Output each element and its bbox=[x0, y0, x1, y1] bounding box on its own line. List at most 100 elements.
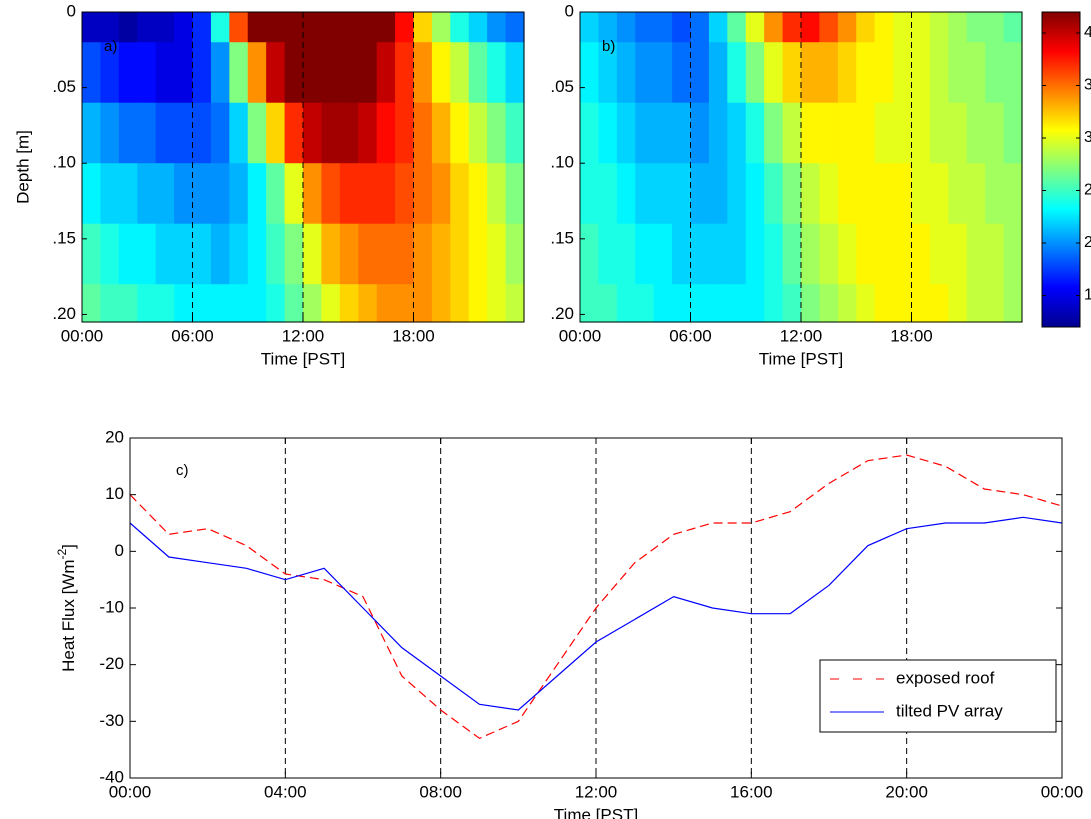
heat-cell bbox=[505, 42, 525, 104]
heat-cell bbox=[174, 163, 194, 225]
heat-cell bbox=[782, 42, 802, 104]
heat-cell bbox=[580, 12, 600, 43]
heat-cell bbox=[82, 284, 102, 323]
heat-cell bbox=[874, 163, 894, 225]
heat-cell bbox=[210, 102, 230, 164]
heat-cell bbox=[358, 223, 378, 285]
heat-cell bbox=[764, 223, 784, 285]
x-tick-label: 00:00 bbox=[559, 326, 602, 345]
heat-cell bbox=[137, 223, 157, 285]
heat-cell bbox=[358, 163, 378, 225]
heat-cell bbox=[487, 102, 507, 164]
heat-cell bbox=[413, 12, 433, 43]
heat-cell bbox=[321, 223, 341, 285]
heat-cell bbox=[450, 284, 470, 323]
heat-cell bbox=[874, 284, 894, 323]
heat-cell bbox=[303, 284, 323, 323]
heat-cell bbox=[395, 163, 415, 225]
heat-cell bbox=[339, 102, 359, 164]
heat-cell bbox=[598, 42, 618, 104]
heat-cell bbox=[210, 163, 230, 225]
y-tick-label: -10 bbox=[99, 597, 124, 616]
heat-cell bbox=[580, 284, 600, 323]
heat-cell bbox=[266, 163, 286, 225]
heat-cell bbox=[874, 102, 894, 164]
heat-cell bbox=[727, 163, 747, 225]
y-tick-label: .10 bbox=[550, 153, 574, 172]
heat-cell bbox=[929, 223, 949, 285]
heat-cell bbox=[505, 223, 525, 285]
heat-cell bbox=[174, 284, 194, 323]
heat-cell bbox=[155, 102, 175, 164]
heat-cell bbox=[580, 102, 600, 164]
heat-cell bbox=[468, 163, 488, 225]
y-tick-label: 20 bbox=[105, 427, 124, 446]
heat-cell bbox=[782, 163, 802, 225]
legend-label: tilted PV array bbox=[896, 701, 1003, 720]
heat-cell bbox=[966, 12, 986, 43]
heat-cell bbox=[708, 163, 728, 225]
heat-cell bbox=[174, 223, 194, 285]
heat-cell bbox=[468, 223, 488, 285]
panel-label: a) bbox=[104, 38, 117, 55]
heat-cell bbox=[100, 12, 120, 43]
heat-cell bbox=[948, 102, 968, 164]
heat-cell bbox=[653, 12, 673, 43]
heat-cell bbox=[247, 163, 267, 225]
heat-cell bbox=[100, 102, 120, 164]
heat-cell bbox=[450, 12, 470, 43]
heat-cell bbox=[580, 223, 600, 285]
heat-cell bbox=[450, 42, 470, 104]
heat-cell bbox=[948, 12, 968, 43]
heat-cell bbox=[801, 163, 821, 225]
heat-cell bbox=[505, 163, 525, 225]
heat-cell bbox=[284, 163, 304, 225]
heat-cell bbox=[635, 102, 655, 164]
y-axis-label: Depth [m] bbox=[13, 130, 32, 204]
heat-cell bbox=[837, 102, 857, 164]
heat-cell bbox=[690, 163, 710, 225]
heat-cell bbox=[837, 42, 857, 104]
legend-box bbox=[819, 659, 1057, 733]
heat-cell bbox=[450, 223, 470, 285]
heat-cell bbox=[137, 163, 157, 225]
heat-cell bbox=[395, 12, 415, 43]
heat-cell bbox=[192, 284, 212, 323]
heat-cell bbox=[431, 42, 451, 104]
heat-cell bbox=[303, 223, 323, 285]
heat-cell bbox=[395, 42, 415, 104]
heat-cell bbox=[137, 42, 157, 104]
heat-cell bbox=[247, 223, 267, 285]
heat-cell bbox=[653, 42, 673, 104]
heat-cell bbox=[819, 12, 839, 43]
heat-cell bbox=[893, 223, 913, 285]
heat-cell bbox=[82, 163, 102, 225]
heat-cell bbox=[192, 223, 212, 285]
heat-cell bbox=[782, 223, 802, 285]
legend-label: exposed roof bbox=[896, 668, 995, 687]
heat-cell bbox=[339, 163, 359, 225]
heat-cell bbox=[192, 42, 212, 104]
heat-cell bbox=[505, 102, 525, 164]
heat-cell bbox=[192, 12, 212, 43]
heat-cell bbox=[505, 284, 525, 323]
heat-cell bbox=[819, 42, 839, 104]
heat-cell bbox=[764, 284, 784, 323]
heat-cell bbox=[985, 284, 1005, 323]
heat-cell bbox=[745, 102, 765, 164]
x-tick-label: 00:00 bbox=[61, 326, 104, 345]
heat-cell bbox=[653, 163, 673, 225]
x-tick-label: 12:00 bbox=[780, 326, 823, 345]
heat-cell bbox=[635, 223, 655, 285]
y-axis-label: Heat Flux [Wm-2] bbox=[55, 544, 78, 672]
heat-cell bbox=[82, 223, 102, 285]
heat-cell bbox=[413, 42, 433, 104]
heat-cell bbox=[395, 102, 415, 164]
y-tick-label: .15 bbox=[52, 228, 76, 247]
heat-cell bbox=[911, 102, 931, 164]
heat-cell bbox=[598, 223, 618, 285]
heat-cell bbox=[82, 102, 102, 164]
x-tick-label: 00:00 bbox=[1041, 782, 1084, 801]
heat-cell bbox=[616, 223, 636, 285]
x-tick-label: 18:00 bbox=[392, 326, 435, 345]
